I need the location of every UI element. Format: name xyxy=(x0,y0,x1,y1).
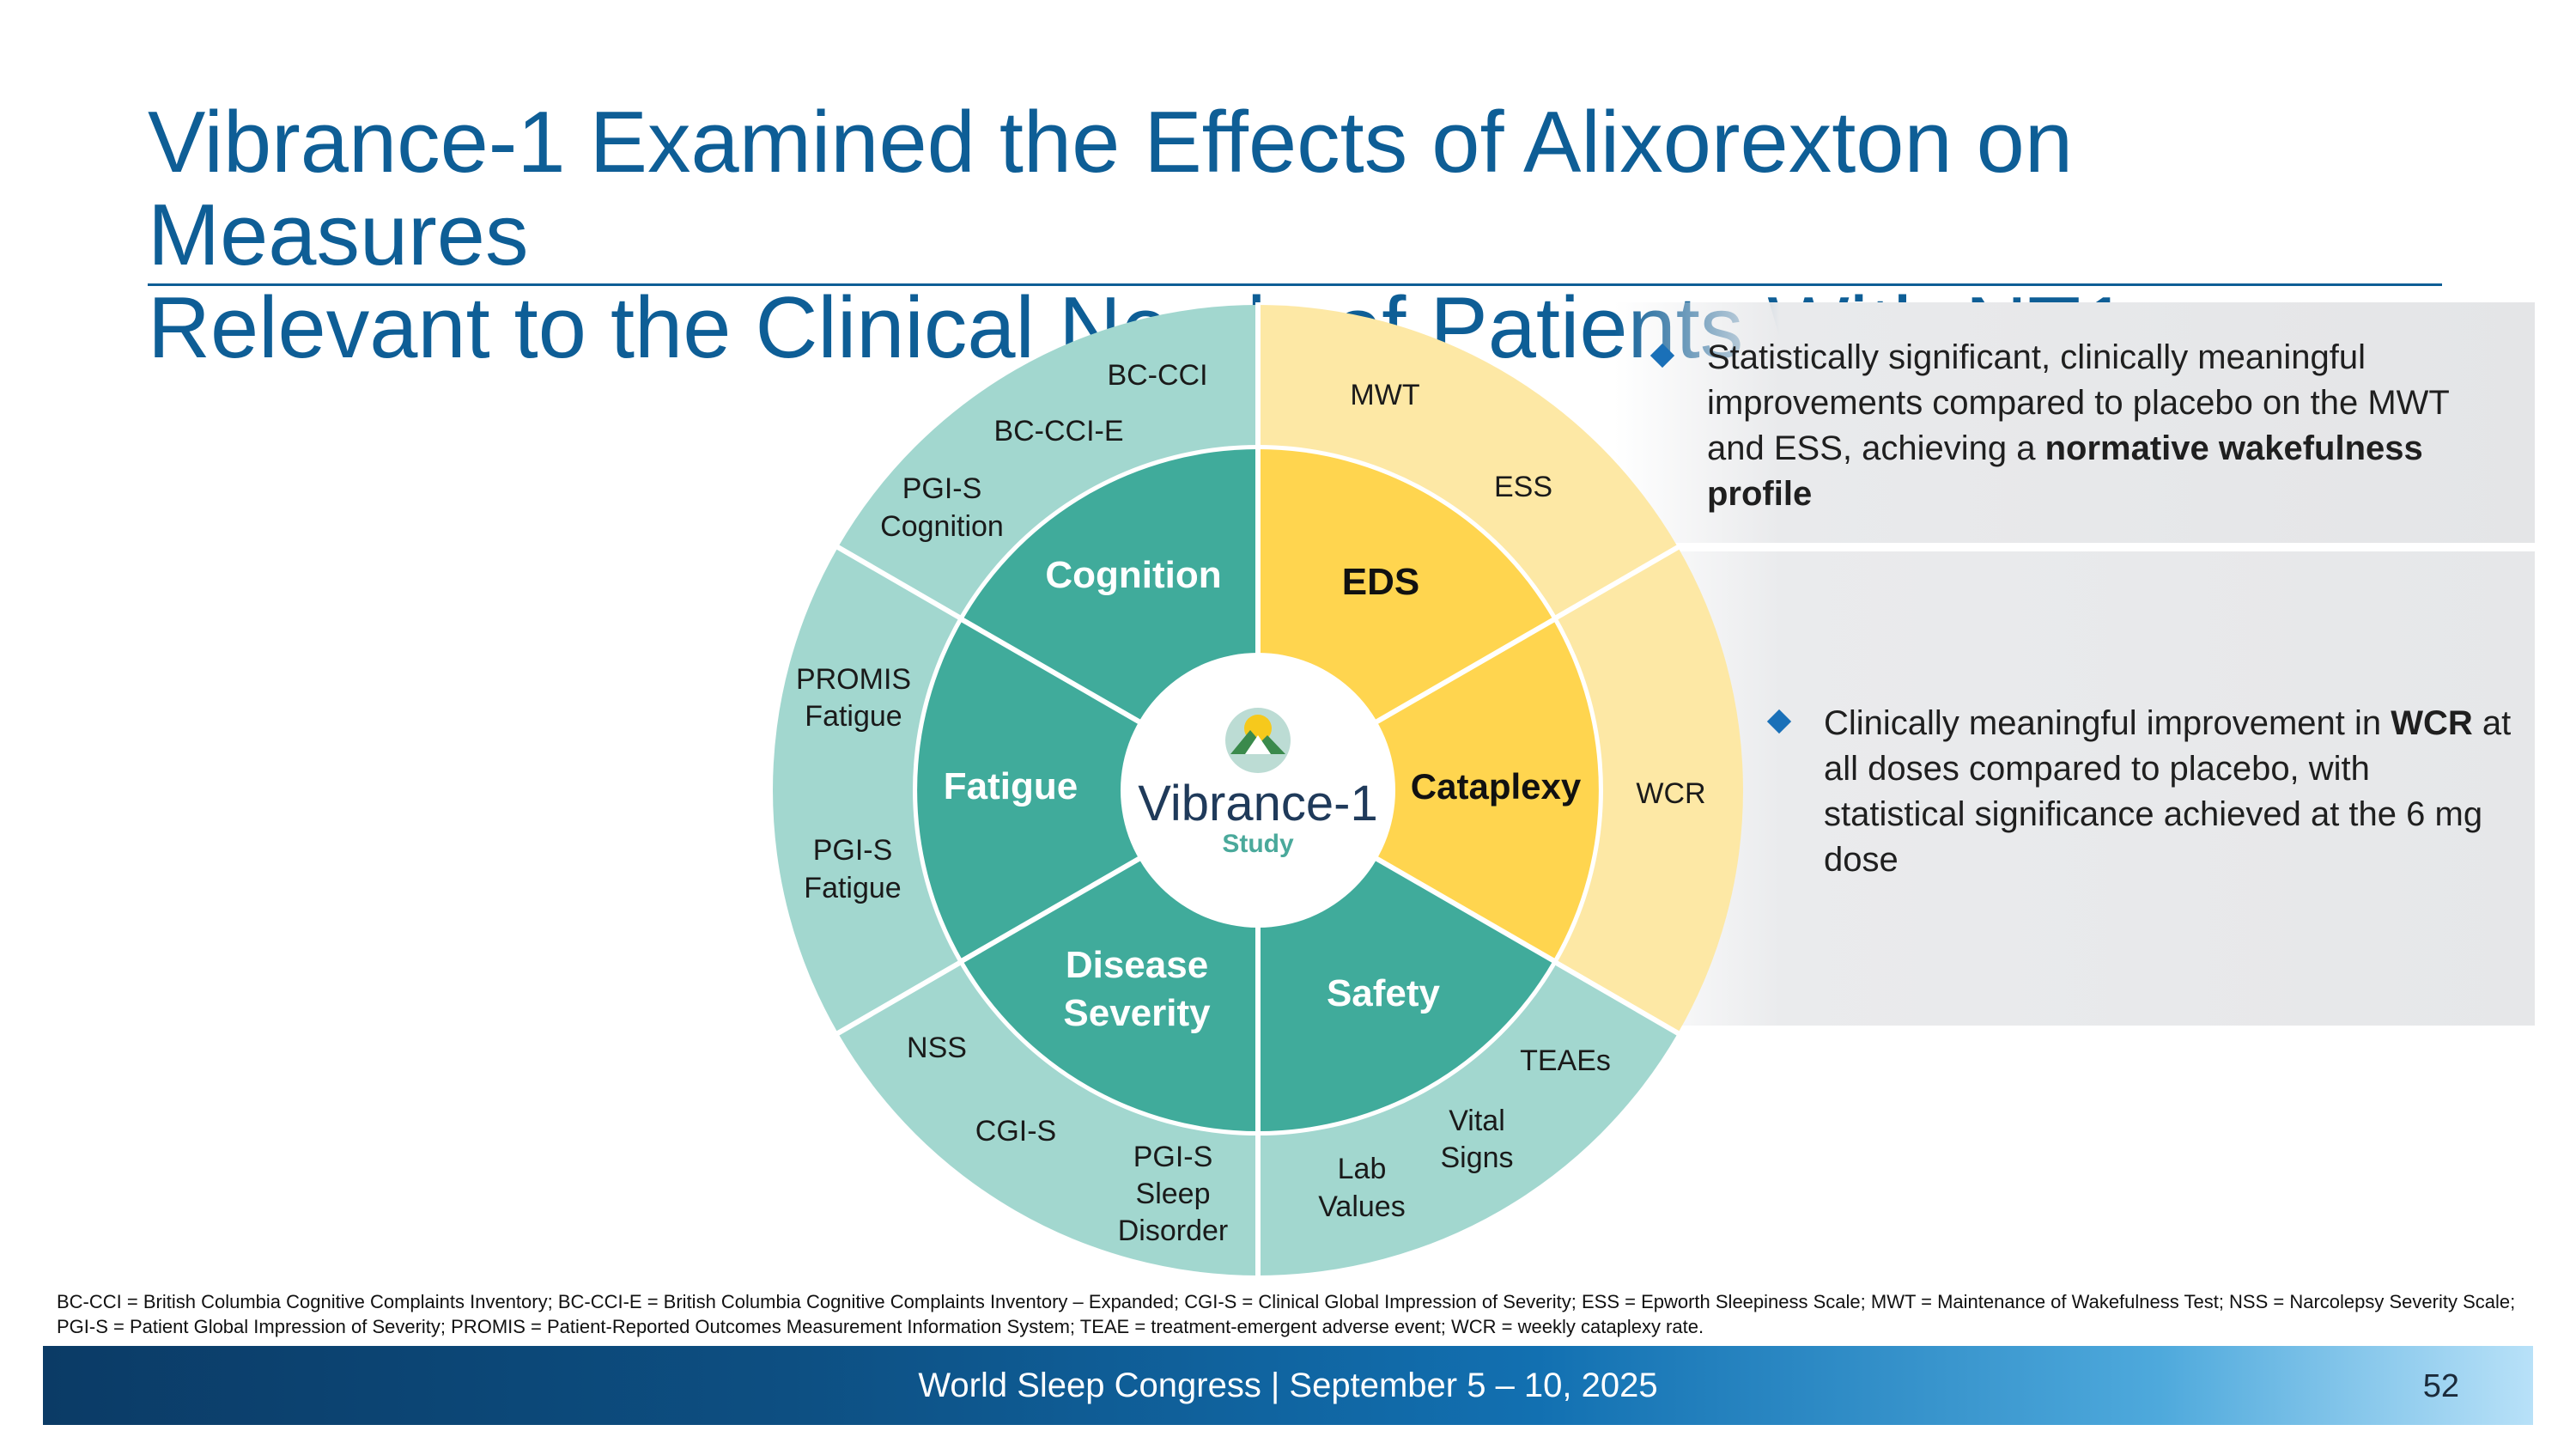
measure-pgi-s-fatigue-line1: PGI-S xyxy=(813,834,893,867)
measure-lab-values-line2: Values xyxy=(1318,1190,1405,1223)
measure-bc-cci: BC-CCI xyxy=(1107,359,1207,392)
bullet-panel-eds xyxy=(1614,302,2535,543)
measure-nss: NSS xyxy=(907,1032,967,1064)
hub-name: Vibrance-1 xyxy=(1138,776,1377,831)
measure-pgi-s-cognition-line1: PGI-S xyxy=(902,472,982,505)
bullet-eds: Statistically significant, clinically me… xyxy=(1649,335,2480,517)
bullet-cataplexy-text-2: at all doses compared to placebo, with s… xyxy=(1824,704,2512,879)
abbreviations-footnote: BC-CCI = British Columbia Cognitive Comp… xyxy=(57,1291,2516,1337)
title-underline xyxy=(148,283,2442,286)
title-line-1: Vibrance-1 Examined the Effects of Alixo… xyxy=(148,94,2074,283)
study-wheel-diagram: Vibrance-1 Study Cognition EDS Cataplexy… xyxy=(773,305,1743,1275)
measure-vital-signs-line2: Signs xyxy=(1440,1142,1513,1174)
inner-sector-fatigue xyxy=(917,620,1258,960)
measure-pgi-s-sleep-line3: Disorder xyxy=(1118,1215,1228,1247)
measure-vital-signs-line1: Vital xyxy=(1449,1105,1505,1137)
measure-pgi-s-sleep-line1: PGI-S xyxy=(1133,1141,1213,1173)
measure-pgi-s-cognition-line2: Cognition xyxy=(880,510,1004,543)
domain-cataplexy: Cataplexy xyxy=(1411,766,1582,807)
bullet-cataplexy-bold: WCR xyxy=(2391,704,2473,742)
measure-promis-fatigue-line1: PROMIS xyxy=(796,663,911,696)
bullet-cataplexy-text-1: Clinically meaningful improvement in xyxy=(1824,704,2391,742)
measure-bc-cci-e: BC-CCI-E xyxy=(993,415,1123,447)
mountain-sun-logo xyxy=(1225,708,1291,773)
measure-wcr: WCR xyxy=(1636,777,1705,810)
footer-bar: World Sleep Congress | September 5 – 10,… xyxy=(43,1346,2533,1425)
measure-pgi-s-fatigue-line2: Fatigue xyxy=(804,872,901,904)
domain-eds: EDS xyxy=(1342,561,1419,603)
bullet-cataplexy: Clinically meaningful improvement in WCR… xyxy=(1766,701,2519,883)
measure-mwt: MWT xyxy=(1350,379,1419,411)
bullet-eds-bold: normative wakefulness profile xyxy=(1707,429,2423,513)
inner-sector-cataplexy xyxy=(1258,620,1599,960)
measure-lab-values-line1: Lab xyxy=(1338,1153,1387,1185)
domain-fatigue: Fatigue xyxy=(944,765,1078,807)
bullet-eds-text: Statistically significant, clinically me… xyxy=(1707,338,2450,467)
measure-ess: ESS xyxy=(1494,471,1552,503)
footer-conference: World Sleep Congress | September 5 – 10,… xyxy=(918,1367,1658,1404)
hub-subtitle: Study xyxy=(1222,830,1294,858)
measure-cgi-s: CGI-S xyxy=(975,1115,1056,1148)
bullet-panel-cataplexy xyxy=(1614,551,2535,1026)
center-hub xyxy=(1121,653,1395,928)
domain-cognition: Cognition xyxy=(1045,554,1221,596)
domain-disease-severity-line1: Disease xyxy=(1066,944,1208,986)
domain-disease-severity-line2: Severity xyxy=(1063,992,1211,1034)
page-number: 52 xyxy=(2422,1368,2459,1404)
measure-pgi-s-sleep-line2: Sleep xyxy=(1136,1178,1211,1210)
measure-promis-fatigue-line2: Fatigue xyxy=(805,700,902,733)
domain-safety: Safety xyxy=(1327,972,1441,1014)
measure-teaes: TEAEs xyxy=(1520,1044,1611,1077)
